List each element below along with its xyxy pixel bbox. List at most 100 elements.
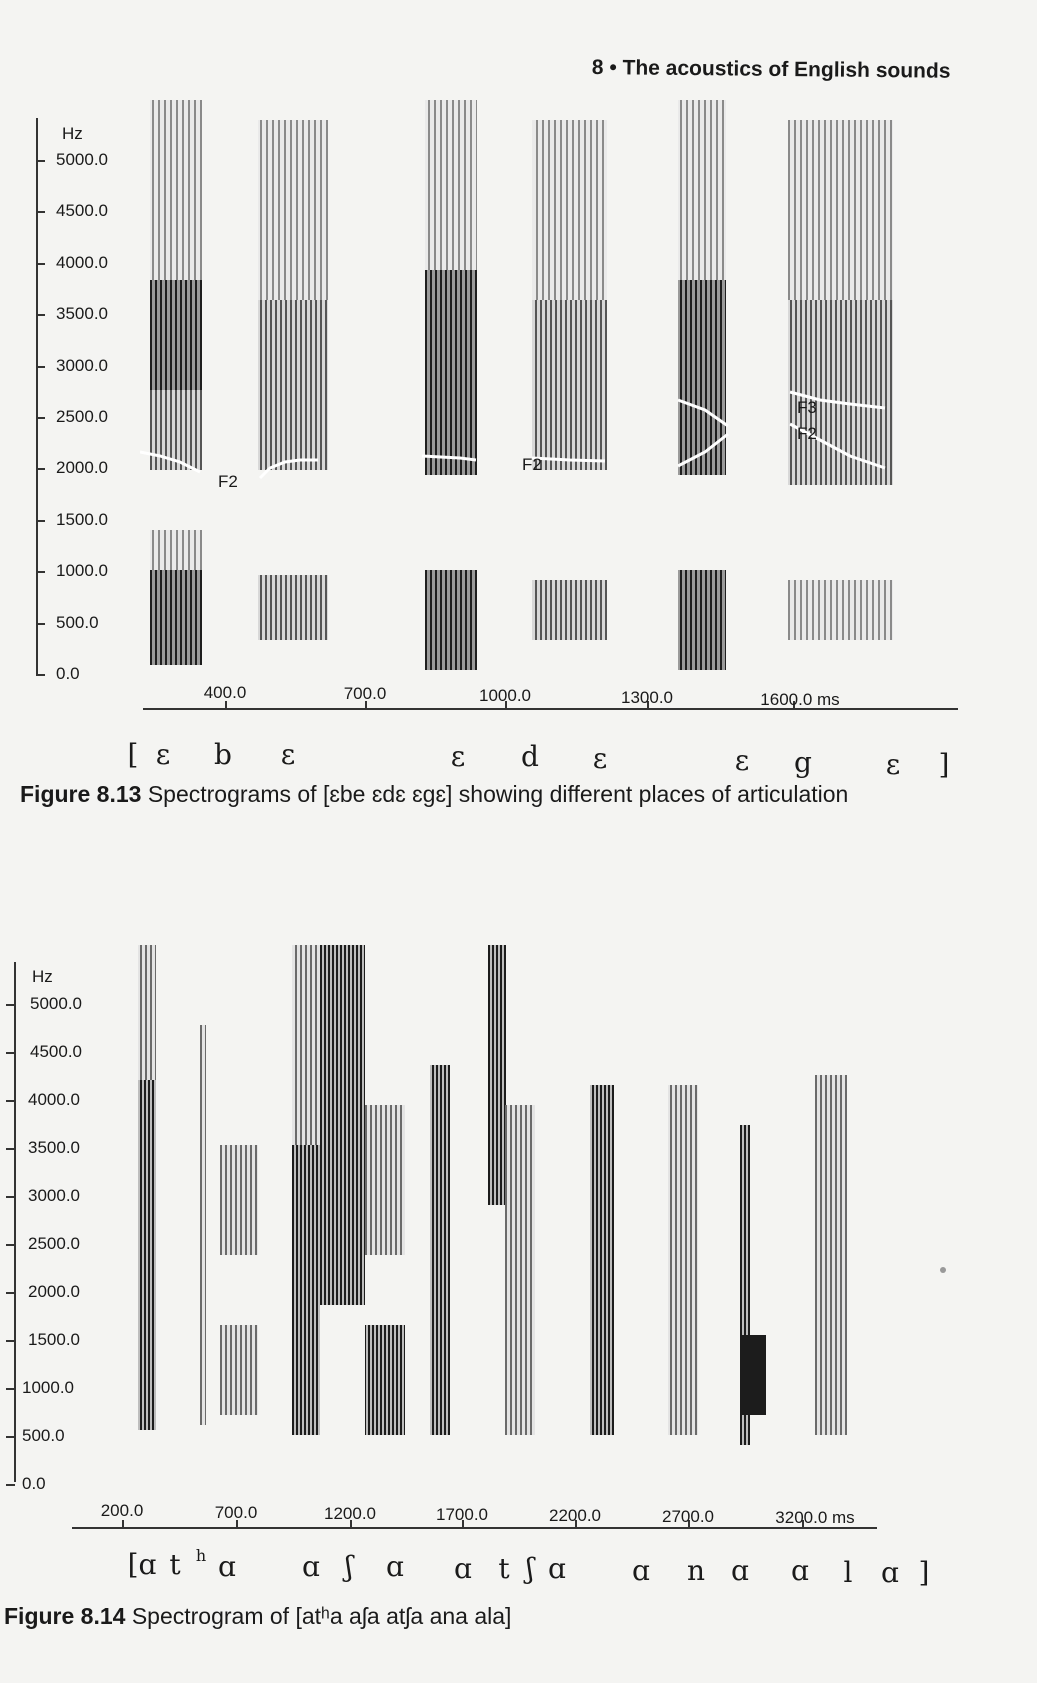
y-tick-mark [36, 468, 45, 471]
x-tick-mark [505, 701, 507, 708]
x-tick-label: 200.0 [100, 1501, 144, 1520]
energy-band [425, 270, 477, 475]
energy-band [788, 300, 893, 485]
ipa-symbol: b [214, 738, 232, 771]
spectrogram-8-14 [138, 945, 847, 1445]
ipa-symbol: ɑ [881, 1556, 899, 1589]
energy-band [258, 300, 328, 470]
x-tick-mark [688, 1520, 690, 1527]
ipa-symbol: ɑ [731, 1554, 749, 1587]
energy-band [532, 580, 607, 640]
energy-band [150, 100, 202, 280]
ipa-symbol: t [169, 1548, 181, 1581]
figure-8-13: Hz 5000.0 4500.0 4000.0 3500.0 3000.0 2500.0 2… [20, 100, 958, 811]
x-axis-line [143, 708, 958, 710]
figure-8-14: Hz 5000.0 4500.0 4000.0 3500.0 3000.0 2500.0 2… [0, 860, 1037, 1683]
energy-band [150, 280, 202, 390]
energy-band [740, 1125, 750, 1445]
ipa-symbol: ʃ [526, 1552, 534, 1585]
caption-number: Figure 8.14 [4, 1603, 126, 1629]
ipa-symbol: ɛ [885, 748, 901, 781]
caption-text: Spectrogram of [atʰa aʃa atʃa ana ala] [131, 1603, 512, 1629]
y-tick-label: 1500.0 [28, 1330, 80, 1349]
y-tick-label: 1000.0 [56, 561, 108, 581]
y-tick-mark [6, 1196, 15, 1198]
ipa-symbol: t [498, 1552, 510, 1585]
y-tick-label: 0.0 [56, 664, 80, 683]
y-tick-label: 2000.0 [56, 458, 108, 478]
energy-band [425, 100, 477, 280]
y-tick-mark [36, 622, 45, 625]
energy-band [138, 1080, 156, 1430]
y-tick-label: 3500.0 [56, 304, 108, 324]
y-axis-unit: Hz [32, 967, 53, 986]
figure-caption: Figure 8.14 Spectrogram of [atʰa aʃa atʃ… [4, 1600, 904, 1633]
scan-speck [940, 1267, 946, 1273]
caption-number: Figure 8.13 [20, 781, 142, 807]
ipa-symbol: ɑ [302, 1550, 320, 1583]
x-tick-label: 1200.0 [324, 1504, 376, 1523]
y-tick-mark [6, 1052, 15, 1054]
y-tick-label: 1500.0 [56, 509, 108, 529]
x-tick-label: 2200.0 [549, 1506, 601, 1525]
ipa-symbol: ɛ [280, 738, 296, 771]
energy-band [200, 1025, 206, 1425]
x-tick-label: 3200.0 ms [775, 1508, 855, 1527]
energy-band [590, 1085, 614, 1435]
y-tick-label: 2000.0 [28, 1282, 80, 1301]
energy-band [788, 120, 893, 300]
energy-band [815, 1075, 847, 1435]
formant-track-f2 [677, 432, 729, 468]
y-tick-mark [36, 417, 45, 419]
energy-band [138, 945, 156, 1080]
y-tick-label: 2500.0 [28, 1234, 80, 1253]
x-tick-mark [793, 701, 795, 708]
formant-track-f2 [789, 422, 886, 470]
y-tick-mark [6, 1244, 15, 1246]
energy-band [220, 1325, 258, 1415]
ipa-symbol: ɑ [548, 1552, 566, 1585]
ipa-symbol: ɑ [454, 1552, 472, 1585]
spectrogram-8-13 [140, 100, 893, 670]
y-tick-mark [6, 1100, 15, 1102]
energy-band [320, 945, 365, 1305]
x-axis-line [72, 1527, 877, 1529]
y-tick-label: 0.0 [22, 1474, 46, 1493]
x-tick-mark [350, 1520, 352, 1527]
y-tick-label: 4000.0 [56, 252, 108, 272]
energy-band [742, 1335, 766, 1415]
y-tick-mark [6, 1004, 15, 1006]
energy-band [488, 945, 506, 1205]
ipa-symbol: ] [938, 748, 950, 781]
y-tick-label: 4500.0 [30, 1042, 82, 1061]
y-tick-label: 5000.0 [56, 150, 108, 169]
energy-band [292, 945, 320, 1145]
formant-track-f3 [677, 398, 729, 428]
energy-band [292, 1145, 320, 1435]
x-tick-label: 1300.0 [621, 688, 673, 707]
figure-caption: Figure 8.13 Spectrograms of [ɛbe ɛdɛ ɛgɛ… [20, 778, 900, 811]
energy-band [258, 575, 328, 640]
y-tick-label: 2500.0 [56, 407, 108, 426]
energy-band [678, 100, 726, 280]
ipa-symbol: ɑ [386, 1550, 404, 1583]
y-tick-label: 500.0 [22, 1426, 65, 1445]
x-tick-label: 400.0 [203, 683, 247, 702]
energy-band [532, 300, 607, 470]
ipa-symbol: ɑ [791, 1554, 809, 1587]
y-tick-mark [36, 160, 45, 162]
ipa-symbol: ] [918, 1556, 930, 1589]
energy-band [365, 1105, 405, 1255]
x-tick-label: 1000.0 [479, 686, 531, 705]
x-tick-mark [365, 701, 367, 708]
formant-track-f2 [531, 456, 606, 463]
ipa-symbol: ɛ [155, 738, 171, 771]
formant-track-f2 [421, 454, 477, 462]
y-tick-mark [36, 674, 45, 676]
y-tick-mark [6, 1484, 15, 1486]
ipa-symbol: [ [127, 738, 139, 771]
y-tick-mark [6, 1148, 15, 1150]
x-tick-label: 700.0 [214, 1503, 258, 1522]
y-tick-mark [36, 262, 45, 265]
y-tick-mark [6, 1340, 15, 1342]
